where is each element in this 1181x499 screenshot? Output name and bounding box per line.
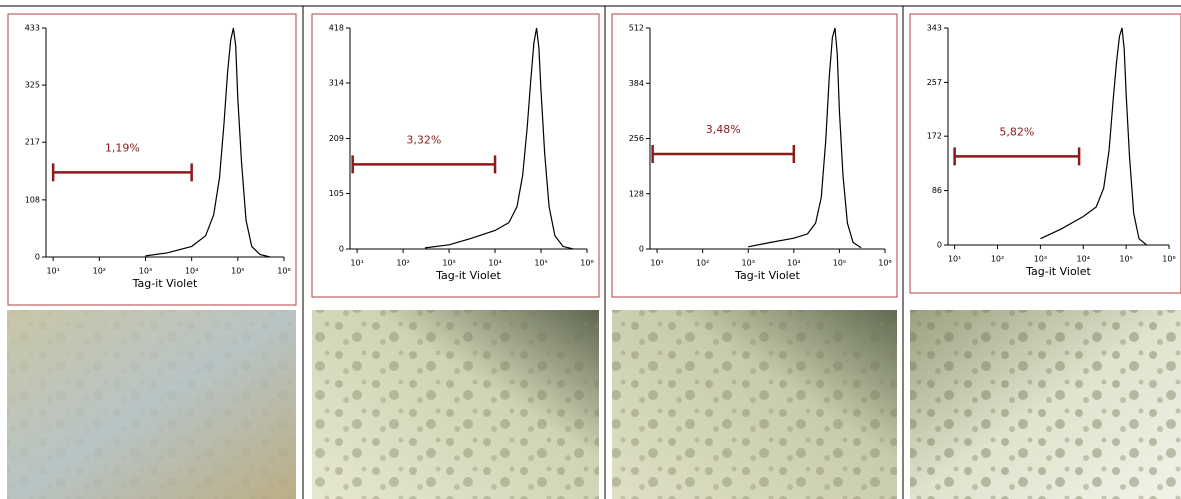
- y-tick-label: 105: [329, 189, 344, 198]
- x-tick-label: 10⁶: [1162, 255, 1175, 264]
- x-tick-label: 10¹: [650, 259, 663, 268]
- x-axis-label: Tag-it Violet: [734, 269, 800, 282]
- x-axis-label: Tag-it Violet: [1025, 265, 1091, 278]
- y-tick-label: 257: [927, 78, 942, 87]
- micrograph: [312, 310, 599, 499]
- y-tick-label: 433: [25, 24, 40, 33]
- x-tick-label: 10³: [1034, 255, 1047, 264]
- x-tick-label: 10¹: [948, 255, 961, 264]
- y-tick-label: 0: [937, 241, 942, 250]
- x-axis-label: Tag-it Violet: [435, 269, 501, 282]
- histogram-line: [145, 27, 271, 258]
- gate-label: 5,82%: [999, 125, 1034, 138]
- micrograph: [7, 310, 296, 499]
- x-tick-label: 10⁶: [580, 259, 593, 268]
- x-tick-label: 10²: [93, 267, 106, 276]
- histogram-line: [1040, 27, 1147, 246]
- y-tick-label: 0: [339, 245, 344, 254]
- y-tick-label: 217: [25, 138, 40, 147]
- y-tick-label: 108: [25, 195, 40, 204]
- x-tick-label: 10²: [696, 259, 709, 268]
- x-tick-label: 10²: [991, 255, 1004, 264]
- x-tick-label: 10¹: [350, 259, 363, 268]
- micrograph: [910, 310, 1181, 499]
- plot-frame: [7, 13, 297, 306]
- histogram-line: [424, 27, 574, 250]
- plot-frame: [311, 13, 600, 298]
- y-tick-label: 343: [927, 24, 942, 33]
- gate-label: 3,32%: [406, 133, 441, 146]
- micrograph: [612, 310, 897, 499]
- x-tick-label: 10³: [442, 259, 455, 268]
- y-tick-label: 0: [639, 245, 644, 254]
- y-tick-label: 418: [329, 24, 344, 33]
- plot-frame: [909, 13, 1181, 294]
- x-tick-label: 10⁴: [787, 259, 800, 268]
- y-tick-label: 128: [629, 189, 644, 198]
- y-tick-label: 325: [25, 81, 40, 90]
- x-tick-label: 10⁵: [833, 259, 846, 268]
- y-tick-label: 314: [329, 78, 344, 87]
- y-tick-label: 172: [927, 132, 942, 141]
- gate-label: 1,19%: [105, 141, 140, 154]
- x-tick-label: 10¹: [46, 267, 59, 276]
- x-tick-label: 10⁶: [878, 259, 891, 268]
- x-tick-label: 10³: [742, 259, 755, 268]
- histogram-line: [748, 27, 862, 249]
- x-tick-label: 10⁴: [185, 267, 198, 276]
- x-tick-label: 10⁵: [231, 267, 244, 276]
- x-tick-label: 10³: [139, 267, 152, 276]
- x-tick-label: 10⁵: [534, 259, 547, 268]
- y-tick-label: 384: [629, 79, 644, 88]
- gate-label: 3,48%: [706, 123, 741, 136]
- x-tick-label: 10⁶: [277, 267, 290, 276]
- x-tick-label: 10⁵: [1119, 255, 1132, 264]
- y-tick-label: 209: [329, 134, 344, 143]
- y-tick-label: 256: [629, 134, 644, 143]
- x-tick-label: 10⁴: [488, 259, 501, 268]
- y-tick-label: 512: [629, 24, 644, 33]
- y-tick-label: 86: [932, 186, 942, 195]
- y-tick-label: 0: [35, 253, 40, 262]
- x-tick-label: 10⁴: [1077, 255, 1090, 264]
- plot-frame: [611, 13, 898, 298]
- x-tick-label: 10²: [396, 259, 409, 268]
- x-axis-label: Tag-it Violet: [132, 277, 198, 290]
